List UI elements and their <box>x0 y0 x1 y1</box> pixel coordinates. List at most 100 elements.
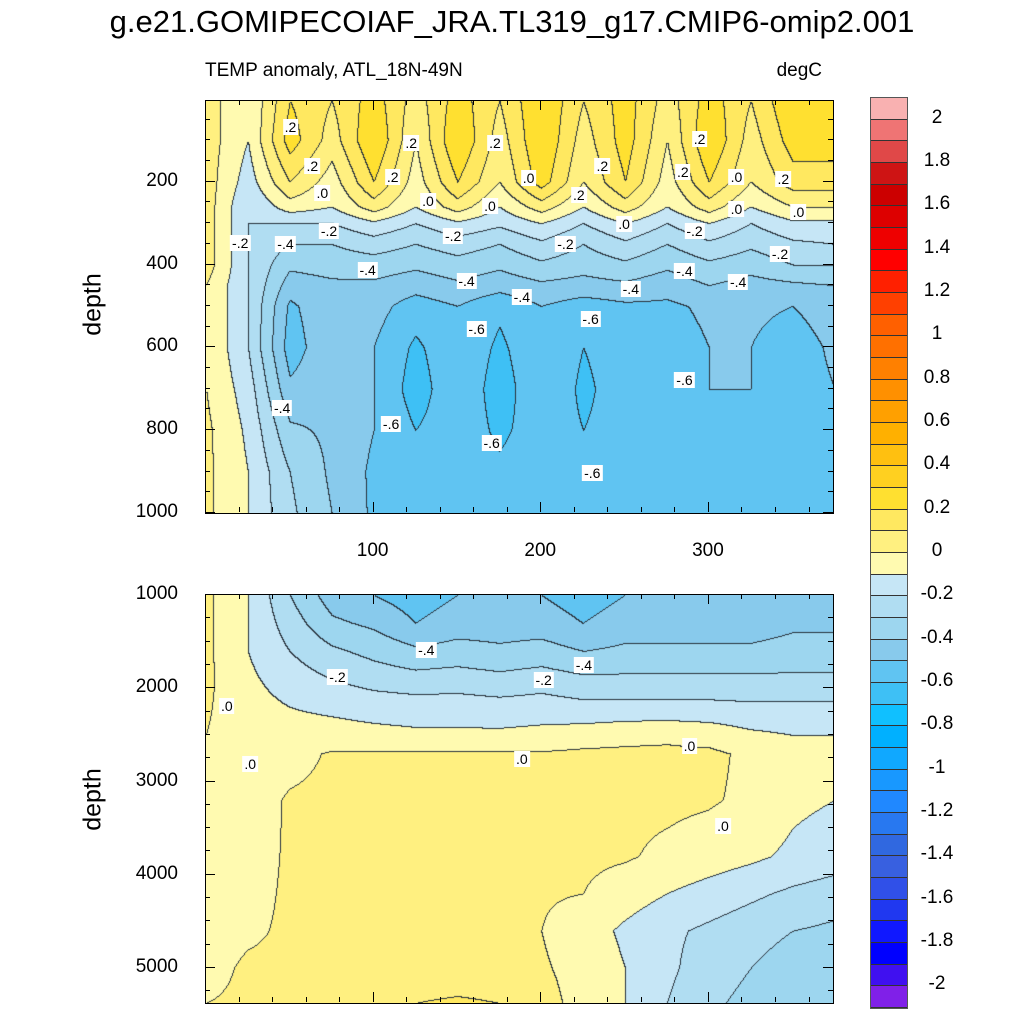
x-tick <box>238 997 240 1002</box>
colorbar-tick-label: 1.6 <box>923 193 951 215</box>
y-tick <box>205 512 215 513</box>
x-tick <box>573 594 575 599</box>
y-tick-label: 4000 <box>135 862 178 884</box>
x-tick <box>808 594 810 599</box>
x-tick <box>439 594 441 599</box>
x-tick <box>674 594 676 599</box>
contour-label: .2 <box>282 118 299 135</box>
contour-label: .0 <box>715 818 731 835</box>
x-tick <box>775 997 776 1002</box>
contour-label: -.2 <box>230 234 251 251</box>
colorbar-box <box>871 228 907 250</box>
colorbar-box <box>871 683 907 705</box>
y-tick <box>205 429 215 431</box>
y-tick <box>828 408 833 410</box>
contour-label: .0 <box>482 197 498 214</box>
y-tick <box>205 387 210 389</box>
y-tick <box>828 850 833 852</box>
x-tick <box>473 594 475 599</box>
y-tick <box>205 594 215 595</box>
x-tick <box>339 997 341 1002</box>
y-tick <box>205 687 215 689</box>
contour-label: -.4 <box>727 274 749 291</box>
colorbar-box <box>871 553 907 575</box>
x-tick <box>506 594 508 599</box>
x-tick <box>272 594 274 599</box>
colorbar-tick-label: 1.2 <box>923 280 951 301</box>
y-tick-label: 2000 <box>135 676 178 698</box>
x-tick <box>372 594 374 604</box>
colorbar-box <box>871 314 907 337</box>
x-tick <box>741 100 743 105</box>
colorbar-box <box>871 878 907 900</box>
contour-label: .2 <box>384 168 401 185</box>
y-tick <box>205 222 210 224</box>
y-tick <box>828 617 833 619</box>
y-tick <box>828 470 833 472</box>
colorbar <box>870 97 908 1009</box>
contour-label: .0 <box>520 169 537 186</box>
x-tick <box>406 594 408 599</box>
x-tick <box>272 100 274 105</box>
colorbar-box <box>871 596 907 618</box>
contour-label: .2 <box>594 157 611 174</box>
y-tick-label: 1000 <box>135 583 178 604</box>
y-tick <box>205 990 210 992</box>
x-tick <box>808 997 810 1002</box>
x-tick <box>573 100 575 105</box>
x-tick <box>305 997 307 1002</box>
x-tick <box>439 997 441 1002</box>
contour-label: .0 <box>790 203 807 220</box>
colorbar-box <box>871 98 907 120</box>
colorbar-box <box>871 401 907 423</box>
contour-label: .2 <box>691 131 708 148</box>
y-tick <box>205 242 210 244</box>
x-tick <box>741 594 743 599</box>
y-tick <box>205 470 210 472</box>
x-tick <box>473 507 475 512</box>
colorbar-box <box>871 639 907 662</box>
x-tick <box>473 100 475 105</box>
y-tick <box>823 873 833 875</box>
x-tick <box>439 507 441 512</box>
colorbar-tick-label: -0.6 <box>920 670 954 691</box>
contour-label: .0 <box>420 192 436 209</box>
contour-label: .0 <box>514 750 530 767</box>
y-tick <box>828 640 833 642</box>
colorbar-tick-label: 0.8 <box>923 366 951 388</box>
contour-label: -.2 <box>769 246 791 263</box>
y-tick <box>823 594 833 595</box>
x-tick <box>238 507 240 512</box>
contour-label: .2 <box>304 157 321 174</box>
x-tick-label: 200 <box>524 540 557 561</box>
colorbar-box <box>871 466 907 488</box>
colorbar-box <box>871 769 907 792</box>
y-tick <box>205 201 210 203</box>
y-tick <box>205 325 210 327</box>
y-tick-label: 200 <box>146 169 178 191</box>
x-tick <box>406 507 408 512</box>
colorbar-tick-label: 0.2 <box>923 496 951 518</box>
y-tick <box>205 780 215 782</box>
contour-label: .0 <box>314 184 331 201</box>
bottom-panel-plot <box>205 594 834 1004</box>
colorbar-box <box>871 184 907 207</box>
y-tick <box>823 512 833 513</box>
colorbar-tick-label: 0 <box>931 540 943 561</box>
colorbar-box <box>871 444 907 467</box>
colorbar-box <box>871 834 907 857</box>
x-tick <box>775 507 776 512</box>
y-tick <box>828 284 833 286</box>
colorbar-box <box>871 423 907 445</box>
contour-label: -.2 <box>533 671 554 688</box>
x-tick <box>775 100 776 105</box>
x-tick <box>540 502 542 512</box>
units-label: degC <box>776 60 822 81</box>
x-tick <box>305 100 307 105</box>
colorbar-tick-label: -1.6 <box>920 886 954 908</box>
x-tick <box>607 997 609 1002</box>
colorbar-box <box>871 943 907 965</box>
contour-label: .2 <box>571 186 587 203</box>
x-tick <box>540 992 542 1002</box>
contour-label: -.4 <box>357 262 378 279</box>
